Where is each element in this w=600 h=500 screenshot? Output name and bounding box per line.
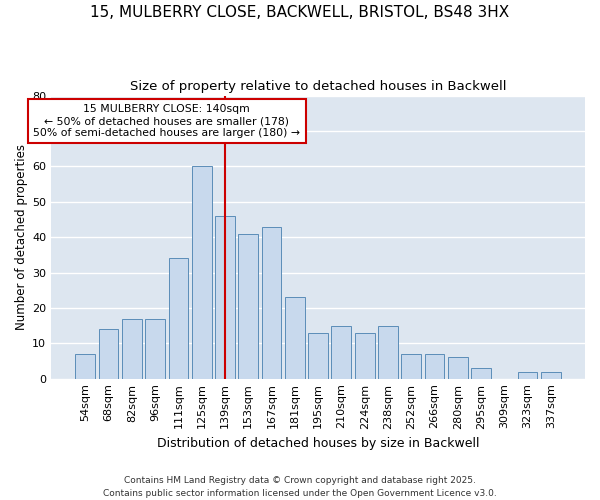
Bar	[98, 329, 118, 378]
Text: 15, MULBERRY CLOSE, BACKWELL, BRISTOL, BS48 3HX: 15, MULBERRY CLOSE, BACKWELL, BRISTOL, B…	[91, 5, 509, 20]
Bar	[145, 318, 165, 378]
Bar	[262, 226, 281, 378]
Text: Contains HM Land Registry data © Crown copyright and database right 2025.
Contai: Contains HM Land Registry data © Crown c…	[103, 476, 497, 498]
Bar	[192, 166, 212, 378]
Bar	[308, 332, 328, 378]
Bar	[76, 354, 95, 378]
Bar	[215, 216, 235, 378]
Bar	[122, 318, 142, 378]
Bar	[238, 234, 258, 378]
Bar	[425, 354, 445, 378]
Bar	[169, 258, 188, 378]
X-axis label: Distribution of detached houses by size in Backwell: Distribution of detached houses by size …	[157, 437, 479, 450]
Bar	[355, 332, 374, 378]
Bar	[448, 358, 467, 378]
Bar	[518, 372, 538, 378]
Bar	[541, 372, 561, 378]
Bar	[471, 368, 491, 378]
Bar	[285, 298, 305, 378]
Text: 15 MULBERRY CLOSE: 140sqm
← 50% of detached houses are smaller (178)
50% of semi: 15 MULBERRY CLOSE: 140sqm ← 50% of detac…	[33, 104, 300, 138]
Bar	[378, 326, 398, 378]
Title: Size of property relative to detached houses in Backwell: Size of property relative to detached ho…	[130, 80, 506, 93]
Bar	[401, 354, 421, 378]
Bar	[331, 326, 351, 378]
Y-axis label: Number of detached properties: Number of detached properties	[15, 144, 28, 330]
